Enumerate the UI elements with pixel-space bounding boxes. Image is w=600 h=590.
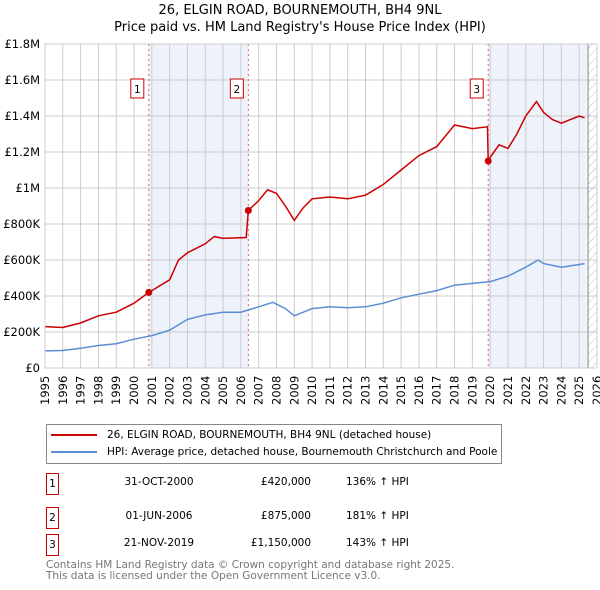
x-tick-label: 2021: [501, 376, 515, 405]
property-price-line: [44, 100, 585, 329]
x-tick-label: 1996: [56, 376, 70, 405]
x-tick-label: 2007: [252, 376, 266, 405]
marker-badge: 2: [46, 507, 59, 529]
x-tick-label: 2004: [198, 376, 212, 405]
x-tick-label: 2014: [376, 376, 390, 405]
transaction-hpi: 181% ↑ HPI: [346, 510, 409, 522]
transaction-price: £875,000: [260, 510, 311, 522]
x-tick-label: 2009: [287, 376, 301, 405]
forecast-hatch: [588, 44, 597, 368]
x-tick-label: 2002: [163, 376, 177, 405]
x-tick-label: 1998: [91, 376, 105, 405]
transaction-price: £420,000: [260, 476, 311, 488]
sale-point: [244, 207, 252, 214]
marker-badge: 3: [46, 534, 59, 556]
sale-badge-label: 1: [134, 84, 141, 96]
y-tick-label: £400K: [3, 289, 40, 303]
legend-item-property: 26, ELGIN ROAD, BOURNEMOUTH, BH4 9NL (de…: [51, 429, 431, 441]
sale-badge: [229, 78, 244, 99]
x-tick-label: 2022: [519, 376, 533, 405]
sale-point: [145, 288, 153, 296]
y-tick-label: £800K: [3, 217, 40, 231]
chart-subtitle: Price paid vs. HM Land Registry's House …: [114, 20, 486, 35]
chart-title: 26, ELGIN ROAD, BOURNEMOUTH, BH4 9NL: [158, 3, 442, 18]
legend-label: 26, ELGIN ROAD, BOURNEMOUTH, BH4 9NL (de…: [107, 429, 432, 441]
legend-item-hpi: HPI: Average price, detached house, Bour…: [51, 446, 497, 458]
x-tick-label: 2008: [269, 376, 283, 405]
transaction-price: £1,150,000: [250, 537, 311, 549]
legend-label: HPI: Average price, detached house, Bour…: [107, 446, 498, 458]
transaction-row: 3 21-NOV-2019 £1,150,000 143% ↑ HPI: [46, 534, 446, 556]
transaction-hpi: 143% ↑ HPI: [346, 537, 409, 549]
x-tick-label: 2006: [234, 376, 248, 405]
legend: 26, ELGIN ROAD, BOURNEMOUTH, BH4 9NL (de…: [46, 424, 502, 464]
x-tick-label: 2011: [323, 376, 337, 405]
hpi-line: [44, 259, 585, 352]
x-tick-label: 2025: [572, 376, 586, 405]
x-tick-label: 2016: [412, 376, 426, 405]
x-tick-label: 2017: [430, 376, 444, 405]
x-tick-label: 2005: [216, 376, 230, 405]
legend-swatch-red: [51, 434, 97, 436]
transaction-row: 1 31-OCT-2000 £420,000 136% ↑ HPI: [46, 473, 446, 495]
x-tick-label: 2012: [341, 376, 355, 405]
y-tick-label: £1.8M: [4, 37, 40, 51]
footer-line: This data is licensed under the Open Gov…: [46, 570, 381, 582]
footer-line: Contains HM Land Registry data © Crown c…: [46, 559, 455, 571]
y-tick-label: £0: [25, 361, 40, 375]
y-tick-label: £200K: [3, 325, 40, 339]
sale-point: [484, 157, 492, 165]
transaction-date: 31-OCT-2000: [124, 476, 194, 488]
x-tick-label: 1999: [109, 376, 123, 405]
x-tick-label: 2015: [394, 376, 408, 405]
y-tick-label: £1.4M: [4, 109, 40, 123]
sale-badge-label: 2: [234, 84, 241, 96]
x-tick-label: 2026: [590, 376, 600, 405]
y-tick-label: £1.2M: [4, 145, 40, 159]
y-tick-label: £600K: [3, 253, 40, 267]
transaction-row: 2 01-JUN-2006 £875,000 181% ↑ HPI: [46, 507, 446, 529]
x-tick-label: 2019: [465, 376, 479, 405]
x-tick-label: 2020: [483, 376, 497, 405]
x-tick-label: 2010: [305, 376, 319, 405]
sale-badge: [469, 78, 484, 99]
x-tick-label: 1997: [74, 376, 88, 405]
marker-badge: 1: [46, 473, 59, 495]
x-tick-label: 2013: [359, 376, 373, 405]
transaction-hpi: 136% ↑ HPI: [346, 476, 409, 488]
shaded-period: [488, 44, 589, 368]
legend-swatch-blue: [51, 451, 97, 453]
x-tick-label: 2024: [554, 376, 568, 405]
x-tick-label: 2001: [145, 376, 159, 405]
footer: Contains HM Land Registry data © Crown c…: [46, 560, 454, 582]
price-chart: 1995 1996 1997 1998 1999 2000 2001 2002 2003 2004…: [3, 37, 600, 405]
x-tick-label: 2003: [180, 376, 194, 405]
plot-border: [44, 43, 598, 369]
x-tick-label: 2018: [448, 376, 462, 405]
transaction-date: 01-JUN-2006: [125, 510, 193, 522]
y-tick-label: £1.6M: [4, 73, 40, 87]
sale-badge-label: 3: [473, 84, 480, 96]
x-tick-label: 2000: [127, 376, 141, 405]
y-tick-label: £1M: [15, 181, 40, 195]
x-tick-label: 2023: [537, 376, 551, 405]
x-tick-label: 1995: [38, 376, 52, 405]
transaction-date: 21-NOV-2019: [123, 537, 195, 549]
sale-badge: [130, 78, 145, 99]
